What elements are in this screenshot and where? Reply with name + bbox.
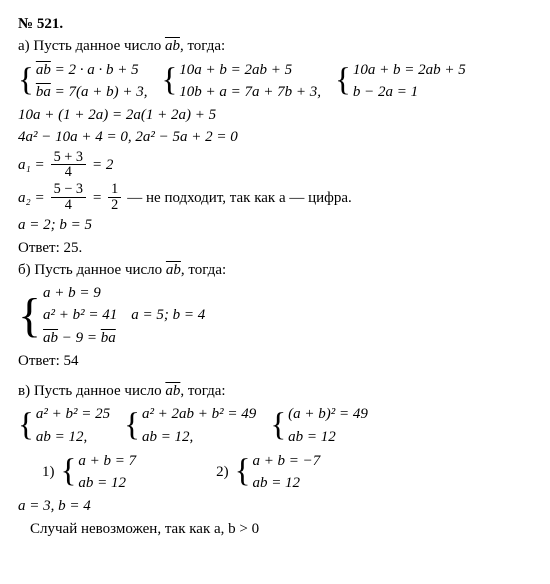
answer-b: Ответ: 54 <box>18 351 532 371</box>
a2-value: a₂ = 5 − 34 = 12 — не подходит, так как … <box>18 182 532 213</box>
part-a-systems: { ab = 2 · a · b + 5 ba = 7(a + b) + 3, … <box>18 59 532 104</box>
problem-number: № 521. <box>18 14 532 34</box>
case-number-1: 1) <box>42 462 55 482</box>
b-values: a = 5; b = 4 <box>131 307 205 323</box>
equation: 4a² − 10a + 4 = 0, 2a² − 5a + 2 = 0 <box>18 127 532 147</box>
text: а) Пусть данное число <box>18 38 165 54</box>
c-conclusion: Случай невозможен, так как a, b > 0 <box>18 519 532 539</box>
ab-overline: ab <box>165 36 180 56</box>
part-c-intro: в) Пусть данное число ab, тогда: <box>18 381 532 401</box>
ab-values: a = 2; b = 5 <box>18 215 532 235</box>
part-c-systems-row1: { a² + b² = 25 ab = 12, { a² + 2ab + b² … <box>18 403 532 448</box>
answer-a: Ответ: 25. <box>18 238 532 258</box>
c-values: a = 3, b = 4 <box>18 496 532 516</box>
a1-value: a₁ = 5 + 34 = 2 <box>18 150 532 181</box>
equation: 10a + (1 + 2a) = 2a(1 + 2a) + 5 <box>18 105 532 125</box>
text: , тогда: <box>180 38 225 54</box>
part-b-system: { a + b = 9 a² + b² = 41 ab − 9 = ba a =… <box>18 282 532 349</box>
case-number-2: 2) <box>216 462 229 482</box>
part-a-intro: а) Пусть данное число ab, тогда: <box>18 36 532 56</box>
brace-system: { 10a + b = 2ab + 5 b − 2a = 1 <box>335 59 466 104</box>
brace-system: { 10a + b = 2ab + 5 10b + a = 7a + 7b + … <box>161 59 321 104</box>
brace-system: { ab = 2 · a · b + 5 ba = 7(a + b) + 3, <box>18 59 147 104</box>
part-c-systems-row2: 1) { a + b = 7 ab = 12 2) { a + b = −7 a… <box>18 450 532 495</box>
note: — не подходит, так как a — цифра. <box>127 188 352 208</box>
part-b-intro: б) Пусть данное число ab, тогда: <box>18 260 532 280</box>
